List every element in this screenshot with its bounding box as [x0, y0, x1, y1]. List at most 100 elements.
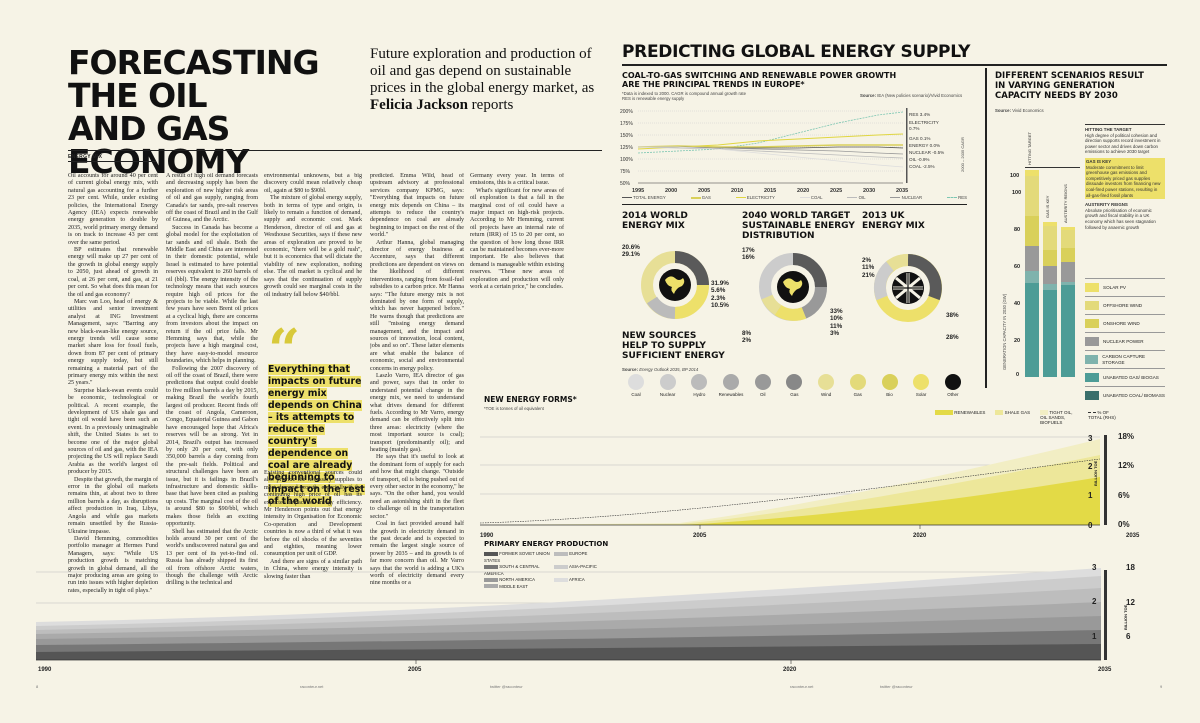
coal-icon: Coal: [622, 374, 650, 397]
forms-note: *TOE is tonnes of oil equivalent: [484, 406, 544, 411]
scenarios-title: DIFFERENT SCENARIOS RESULT IN VARYING GEN…: [995, 71, 1144, 101]
article-column-3a: environmental unknowns, but a big discov…: [264, 173, 362, 298]
bar-hitting-target: [1025, 170, 1039, 377]
primary-right-tick: 12: [1126, 598, 1135, 607]
scenarios-y-tick-60: 60: [1014, 264, 1021, 270]
gas-flame-icon: Gas: [844, 374, 872, 397]
new-sources-source: Source: Energy Outlook 2035, BP 2014: [622, 367, 699, 372]
forms-left-tick: 1: [1088, 491, 1093, 500]
primary-x-tick: 2035: [1098, 667, 1112, 673]
scenario-divider: [985, 68, 987, 388]
target2040-donut: [759, 253, 828, 321]
standfirst: Future exploration and production of oil…: [370, 46, 595, 113]
switch-y-tick: 50%: [620, 181, 631, 187]
switch-chart: 200% 175% 150% 125% 100% 75% 50% 1995 20…: [620, 108, 908, 194]
pull-quote: Everything that impacts on future energy…: [268, 364, 365, 507]
uk2013-label-right-top: 38%: [946, 312, 959, 319]
forms-axis-label: BILLION TOE: [1093, 460, 1098, 486]
footer-site-right: raconteur.net: [790, 684, 814, 689]
switch-y-tick: 100%: [620, 157, 633, 163]
mix2014-labels-right: 31.9% 5.6% 2.3% 10.5%: [711, 280, 729, 310]
primary-left-tick: 2: [1092, 597, 1097, 606]
primary-right-tick: 6: [1126, 632, 1131, 641]
switch-x-tick: 2030: [863, 188, 875, 194]
uk2013-donut: [874, 254, 942, 322]
switch-legend: TOTAL ENERGY GAS ELECTRICITY COAL OIL NU…: [622, 195, 967, 200]
scenarios-y-label: GENERATION CAPACITY IN 2030 (GW): [1002, 293, 1007, 370]
switch-x-tick: 2005: [698, 188, 710, 194]
switch-side-label: 2000 – 2035 CAGR: [960, 137, 965, 172]
section-underline: [68, 161, 156, 162]
switch-x-tick: 2020: [797, 188, 809, 194]
globe-icon: [783, 278, 803, 296]
bar-austerity-reigns: [1061, 227, 1075, 377]
switch-y-tick: 75%: [620, 169, 631, 175]
scenarios-y-tick-20: 20: [1014, 338, 1021, 344]
scenario-legend: SOLAR PV OFFSHORE WIND ONSHORE WIND NUCL…: [1085, 278, 1165, 404]
forms-right-tick: 0%: [1118, 520, 1130, 529]
forms-right-tick: 12%: [1118, 461, 1134, 470]
article-column-4: predicted. Emma Wild, head of upstream a…: [370, 173, 464, 587]
scenarios-y-tick-0: 0: [1016, 372, 1020, 378]
forms-legend: RENEWABLES SHALE GAS TIGHT OIL, OIL SAND…: [935, 410, 1122, 425]
scenario-notes: HITTING THE TARGET High degree of politi…: [1085, 124, 1165, 230]
forms-right-tick: 18%: [1118, 432, 1134, 441]
bio-icon: Bio: [876, 374, 904, 397]
scenarios-y-tick-40: 40: [1014, 301, 1021, 307]
primary-legend: FORMER SOVIET UNION STATES EUROPE SOUTH …: [484, 551, 597, 589]
coal-line: [638, 146, 904, 168]
switch-y-tick: 175%: [620, 121, 633, 127]
bar-label-austerity: AUSTERITY REIGNS: [1063, 184, 1068, 223]
primary-title: PRIMARY ENERGY PRODUCTION: [484, 540, 609, 548]
primary-chart: 3 2 1 18 12 6 1990 2005 2020 2035: [36, 563, 1135, 673]
scenarios-y-tick-100: 100: [1012, 190, 1022, 196]
article-column-1: Oil accounts for around 40 per cent of c…: [68, 173, 158, 594]
switch-x-tick: 2015: [764, 188, 776, 194]
hydro-icon: Hydro: [685, 374, 713, 397]
switch-x-tick: 1995: [632, 188, 644, 194]
switch-bottom-rule: [622, 204, 967, 205]
mix2014-title: 2014 WORLD ENERGY MIX: [622, 211, 688, 231]
switch-y-tick: 150%: [620, 133, 633, 139]
switch-right-labels: RES 3.4% ELECTRICITY 0.7% GAS 0.1% ENERGY…: [909, 112, 945, 169]
switch-chart-title: COAL-TO-GAS SWITCHING AND RENEWABLE POWE…: [622, 71, 897, 89]
nuclear-icon: Nuclear: [654, 374, 682, 397]
forms-x-tick: 2005: [693, 533, 707, 539]
forms-chart: 3 2 1 0 18% 12% 6% 0% 1990 2005 2020 203…: [480, 432, 1140, 539]
mix2014-donut: [641, 251, 709, 319]
switch-notes: *Data is indexed to 2000. CAGR is compou…: [622, 91, 746, 101]
wind-icon: Wind: [812, 374, 840, 397]
bars-top-rule: [1025, 167, 1080, 168]
footer-twitter-right: twitter @raconteur: [880, 684, 913, 689]
section-tag: ENERGY MIX: [68, 154, 103, 160]
oil-line: [637, 146, 904, 159]
forms-right-tick: 6%: [1118, 491, 1130, 500]
primary-left-tick: 1: [1092, 632, 1097, 641]
article-column-2: A result of high oil demand forecasts an…: [166, 173, 258, 587]
page-number-left: 8: [36, 684, 39, 689]
primary-x-tick: 1990: [38, 667, 52, 673]
bar-gas-is-key: [1043, 222, 1057, 377]
switch-y-tick: 125%: [620, 145, 633, 151]
footer-twitter-left: twitter @raconteur: [490, 684, 523, 689]
target2040-labels-top: 17% 16%: [742, 247, 755, 261]
switch-source: Source: IEA (New policies scenario)/Vivi…: [860, 93, 963, 98]
uk2013-title: 2013 UK ENERGY MIX: [862, 211, 925, 231]
forms-left-tick: 0: [1088, 521, 1093, 530]
forms-x-tick: 2035: [1126, 533, 1140, 539]
target2040-labels-left: 8% 2%: [742, 330, 752, 345]
primary-left-tick: 3: [1092, 563, 1097, 572]
globe-icon: [665, 276, 685, 294]
scenarios-source: Source: Vivid Economics: [995, 108, 1044, 113]
primary-x-tick: 2005: [408, 667, 422, 673]
graphic-title-rule: [622, 64, 1167, 66]
article-column-5: Germany every year. In terms of emission…: [470, 173, 564, 291]
new-sources-title: NEW SOURCES HELP TO SUPPLY SUFFICIENT ENER…: [622, 331, 725, 361]
res-line: [637, 111, 904, 154]
forms-x-tick: 1990: [480, 533, 494, 539]
header-rule: [68, 150, 602, 151]
headline: FORECASTING THE OIL AND GAS ECONOMY: [68, 43, 320, 181]
switch-x-tick: 2010: [731, 188, 743, 194]
oil-icon: Oil: [749, 374, 777, 397]
gas-icon: Gas: [780, 374, 808, 397]
